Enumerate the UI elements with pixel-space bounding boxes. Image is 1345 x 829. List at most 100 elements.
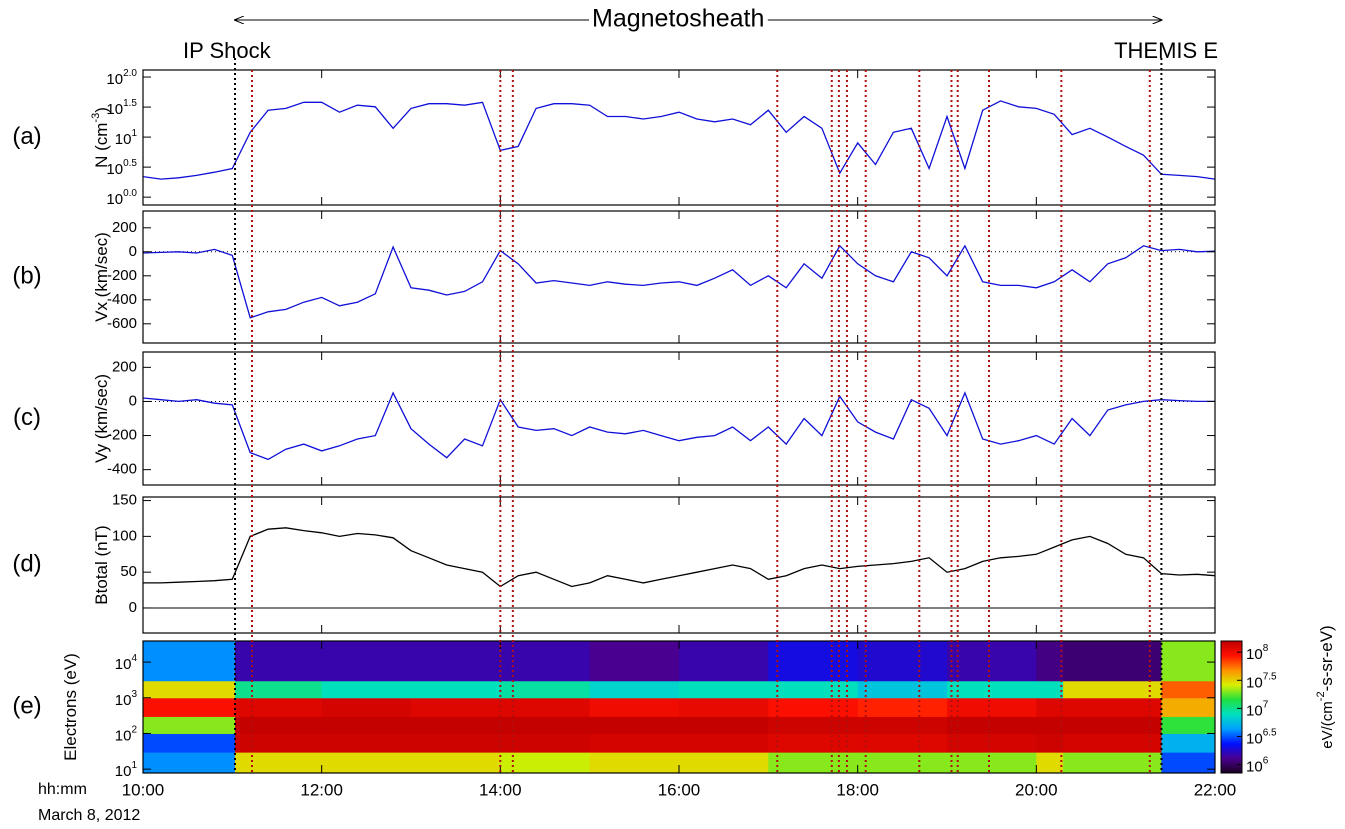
y-tick-label-base: 10 bbox=[115, 763, 132, 780]
spectrogram-cell bbox=[1036, 680, 1064, 699]
spectrogram-cell bbox=[857, 733, 948, 753]
colorbar-tick-label-exponent: 6 bbox=[1263, 755, 1269, 766]
y-tick-label: 103 bbox=[115, 688, 138, 708]
x-tick-label: 16:00 bbox=[658, 780, 701, 799]
spectrogram-cell bbox=[500, 697, 591, 717]
panel-label: (c) bbox=[13, 404, 41, 431]
spectrogram-cell bbox=[321, 641, 412, 682]
spectrogram-cell bbox=[768, 716, 859, 734]
spectrogram-cell bbox=[589, 733, 680, 753]
spectrogram-cell bbox=[768, 752, 859, 773]
spectrogram-cell bbox=[143, 733, 236, 753]
x-tick-label: 22:00 bbox=[1194, 780, 1237, 799]
colorbar-tick-label-exponent: 7.5 bbox=[1263, 671, 1277, 682]
y-tick-label: 0 bbox=[129, 599, 137, 616]
y-tick-label: 101.5 bbox=[106, 98, 137, 118]
colorbar-tick-label: 106 bbox=[1246, 755, 1269, 775]
colorbar-tick-label-exponent: 7 bbox=[1263, 699, 1269, 710]
y-tick-label-base: 10 bbox=[106, 161, 123, 178]
panel-frame bbox=[142, 69, 1216, 206]
spectrogram-cell bbox=[411, 697, 501, 717]
spectrogram-cell bbox=[235, 716, 323, 734]
y-tick-label-base: 10 bbox=[106, 191, 123, 208]
panel-frame bbox=[142, 640, 1216, 774]
y-axis-label: N (cm-3) bbox=[90, 107, 112, 168]
series-line bbox=[143, 527, 1215, 588]
spectrogram-cell bbox=[500, 733, 591, 753]
y-tick-label-exponent: 2 bbox=[131, 724, 137, 735]
y-tick-label: 104 bbox=[115, 653, 138, 673]
spectrogram-cell bbox=[500, 716, 591, 734]
y-tick-label: -400 bbox=[107, 461, 137, 478]
y-tick-label-base: 10 bbox=[115, 727, 132, 744]
themis-label: THEMIS E bbox=[1114, 38, 1218, 63]
ip-shock-label: IP Shock bbox=[183, 38, 272, 63]
spectrogram-cell bbox=[589, 752, 680, 773]
colorbar-label-after: -s-sr-eV) bbox=[1317, 625, 1336, 691]
colorbar-tick-label-exponent: 6.5 bbox=[1263, 727, 1277, 738]
spectrogram-cell bbox=[411, 733, 501, 753]
spectrogram-cell bbox=[1063, 752, 1162, 773]
panel-label: (e) bbox=[12, 692, 41, 719]
spectrogram-cell bbox=[1161, 752, 1215, 773]
panel-label: (a) bbox=[12, 123, 41, 150]
spectrogram-cell bbox=[321, 716, 412, 734]
plot-area bbox=[143, 391, 1215, 461]
panel-frame bbox=[142, 496, 1216, 634]
y-axis-label: Btotal (nT) bbox=[92, 525, 111, 604]
colorbar-tick-label: 107.5 bbox=[1246, 671, 1277, 691]
date-label: March 8, 2012 bbox=[38, 807, 140, 824]
colorbar-tick-label-exponent: 8 bbox=[1263, 643, 1269, 654]
spectrogram-cell bbox=[235, 752, 323, 773]
y-tick-label-exponent: 1 bbox=[131, 128, 137, 139]
y-tick-label-exponent: 1 bbox=[131, 760, 137, 771]
spectrogram-cell bbox=[679, 716, 769, 734]
spectrogram-cell bbox=[1036, 752, 1064, 773]
colorbar-tick-label-base: 10 bbox=[1246, 759, 1263, 776]
spectrogram-cell bbox=[411, 641, 501, 682]
y-tick-label: -600 bbox=[107, 315, 137, 332]
colorbar-tick-label-base: 10 bbox=[1246, 674, 1263, 691]
panel-label: (b) bbox=[12, 262, 41, 289]
spectrogram-cell bbox=[321, 680, 412, 699]
spectrogram-cell bbox=[679, 733, 769, 753]
spectrogram-cell bbox=[1161, 641, 1215, 682]
y-tick-label-exponent: 4 bbox=[131, 653, 137, 664]
y-tick-label: 200 bbox=[112, 358, 137, 375]
panel-frame bbox=[142, 351, 1216, 486]
y-tick-label: 100.5 bbox=[106, 158, 137, 178]
y-tick-label: 102 bbox=[115, 724, 138, 744]
panel-frame bbox=[142, 210, 1216, 344]
y-tick-label: 0 bbox=[129, 243, 137, 260]
y-tick-label-base: 10 bbox=[115, 656, 132, 673]
y-tick-label: -200 bbox=[107, 267, 137, 284]
spectrogram-cell bbox=[1161, 680, 1215, 699]
colorbar-label-sup: -2 bbox=[1315, 691, 1327, 701]
spectrogram-cell bbox=[679, 697, 769, 717]
colorbar-tick-label: 107 bbox=[1246, 699, 1269, 719]
y-tick-label: 102.0 bbox=[106, 68, 137, 88]
time-label: hh:mm bbox=[38, 781, 87, 798]
spectrogram-cell bbox=[235, 697, 323, 717]
colorbar-label-text: eV/(cm bbox=[1319, 701, 1336, 749]
spectrogram-cell bbox=[947, 697, 1037, 717]
y-tick-label: 101 bbox=[115, 760, 138, 780]
colorbar-tick-label-base: 10 bbox=[1246, 702, 1263, 719]
spectrogram-cell bbox=[679, 641, 769, 682]
y-tick-label-base: 10 bbox=[106, 71, 123, 88]
y-axis-label-text: N (cm bbox=[92, 123, 111, 168]
spectrogram-cell bbox=[235, 641, 323, 682]
spectrogram-cell bbox=[1063, 716, 1162, 734]
plot-area bbox=[143, 100, 1215, 180]
y-axis-label: Electrons (eV) bbox=[61, 653, 80, 761]
spectrogram-cell bbox=[768, 641, 859, 682]
series-line bbox=[143, 100, 1215, 180]
x-tick-label: 20:00 bbox=[1015, 780, 1058, 799]
spectrogram-cell bbox=[589, 680, 680, 699]
spectrogram-cell bbox=[1063, 733, 1162, 753]
spectrogram-cell bbox=[143, 716, 236, 734]
spectrogram-cell bbox=[857, 641, 948, 682]
y-tick-label: -400 bbox=[107, 291, 137, 308]
spectrogram-cell bbox=[411, 752, 501, 773]
y-tick-label-exponent: 2.0 bbox=[123, 68, 137, 79]
